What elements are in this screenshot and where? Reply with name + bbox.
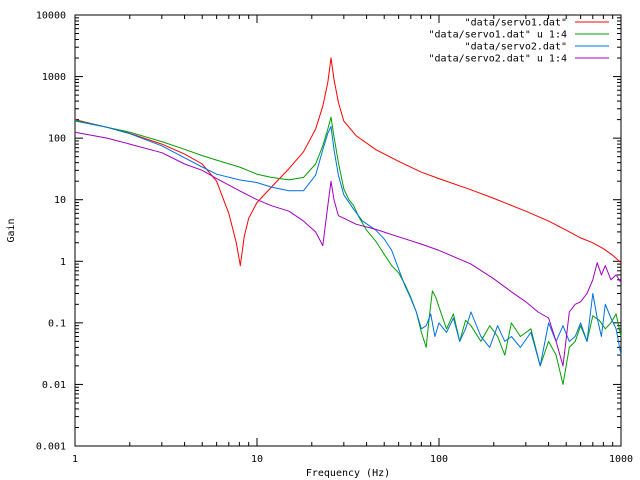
y-tick-label: 0.1 — [48, 318, 66, 329]
y-tick-label: 10 — [54, 195, 66, 206]
legend-label: "data/servo1.dat" — [465, 18, 567, 29]
series-line-1 — [74, 57, 622, 267]
y-tick-label: 0.001 — [36, 442, 66, 453]
y-tick-label: 10000 — [36, 11, 66, 22]
x-tick-label: 1 — [72, 454, 78, 465]
y-axis-label: Gain — [6, 218, 17, 242]
y-tick-label: 0.01 — [42, 380, 66, 391]
y-tick-label: 1000 — [42, 72, 66, 83]
x-tick-label: 1000 — [609, 454, 633, 465]
x-tick-label: 100 — [430, 454, 448, 465]
x-tick-label: 10 — [251, 454, 263, 465]
y-tick-label: 100 — [48, 134, 66, 145]
x-axis-label: Frequency (Hz) — [306, 468, 390, 479]
series-line-4 — [74, 131, 622, 367]
legend-label: "data/servo2.dat" — [465, 42, 567, 53]
series-layer — [74, 57, 622, 385]
y-tick-label: 1 — [60, 257, 66, 268]
legend: "data/servo1.dat""data/servo1.dat" u 1:4… — [429, 18, 609, 65]
legend-label: "data/servo2.dat" u 1:4 — [429, 54, 567, 65]
series-line-3 — [74, 120, 622, 367]
tick-labels: 1 10 100 1000 0.001 0.01 0.1 1 10 100 1000 10000 — [36, 11, 633, 466]
series-line-2 — [74, 116, 622, 385]
plot-frame — [74, 14, 622, 447]
legend-label: "data/servo1.dat" u 1:4 — [429, 30, 567, 41]
axis-ticks — [74, 14, 622, 447]
